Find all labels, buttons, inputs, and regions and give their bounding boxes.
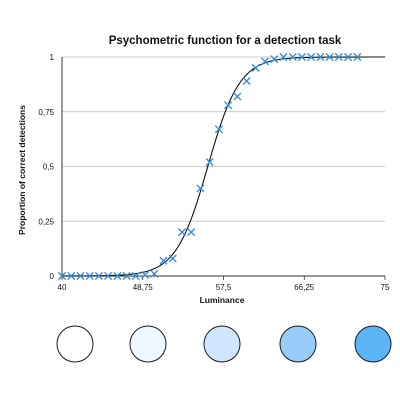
data-point	[188, 229, 194, 235]
x-tick-label: 66,25	[294, 283, 315, 292]
stimulus-swatches	[57, 326, 391, 362]
data-point	[225, 102, 231, 108]
x-axis-label: Luminance	[200, 295, 245, 305]
data-point	[262, 58, 268, 64]
stimulus-swatch	[280, 326, 316, 362]
data-point	[234, 93, 240, 99]
x-tick-label: 75	[381, 283, 390, 292]
data-point	[179, 229, 185, 235]
tick-labels: 0 0,25 0,5 0,75 1 40 48,75 57,5 66,25 75	[38, 53, 390, 292]
y-tick-label: 0,75	[38, 108, 54, 117]
grid-lines	[62, 57, 385, 221]
y-axis-label: Proportion of correct detections	[17, 105, 27, 235]
stimulus-swatch	[130, 326, 166, 362]
y-tick-label: 0,5	[43, 163, 55, 172]
x-tick-label: 48,75	[133, 283, 154, 292]
chart-labels: Psychometric function for a detection ta…	[17, 35, 342, 305]
data-point	[243, 78, 249, 84]
stimulus-swatch	[204, 326, 240, 362]
y-tick-label: 0	[50, 272, 55, 281]
chart-title: Psychometric function for a detection ta…	[109, 35, 342, 47]
x-tick-label: 40	[58, 283, 67, 292]
stimulus-swatch	[57, 326, 93, 362]
data-point	[142, 272, 148, 278]
y-tick-label: 0,25	[38, 217, 54, 226]
axes	[62, 57, 385, 280]
data-point	[253, 65, 259, 71]
stimulus-swatch	[355, 326, 391, 362]
data-point	[170, 255, 176, 261]
x-tick-label: 57,5	[216, 283, 232, 292]
y-tick-label: 1	[50, 53, 55, 62]
